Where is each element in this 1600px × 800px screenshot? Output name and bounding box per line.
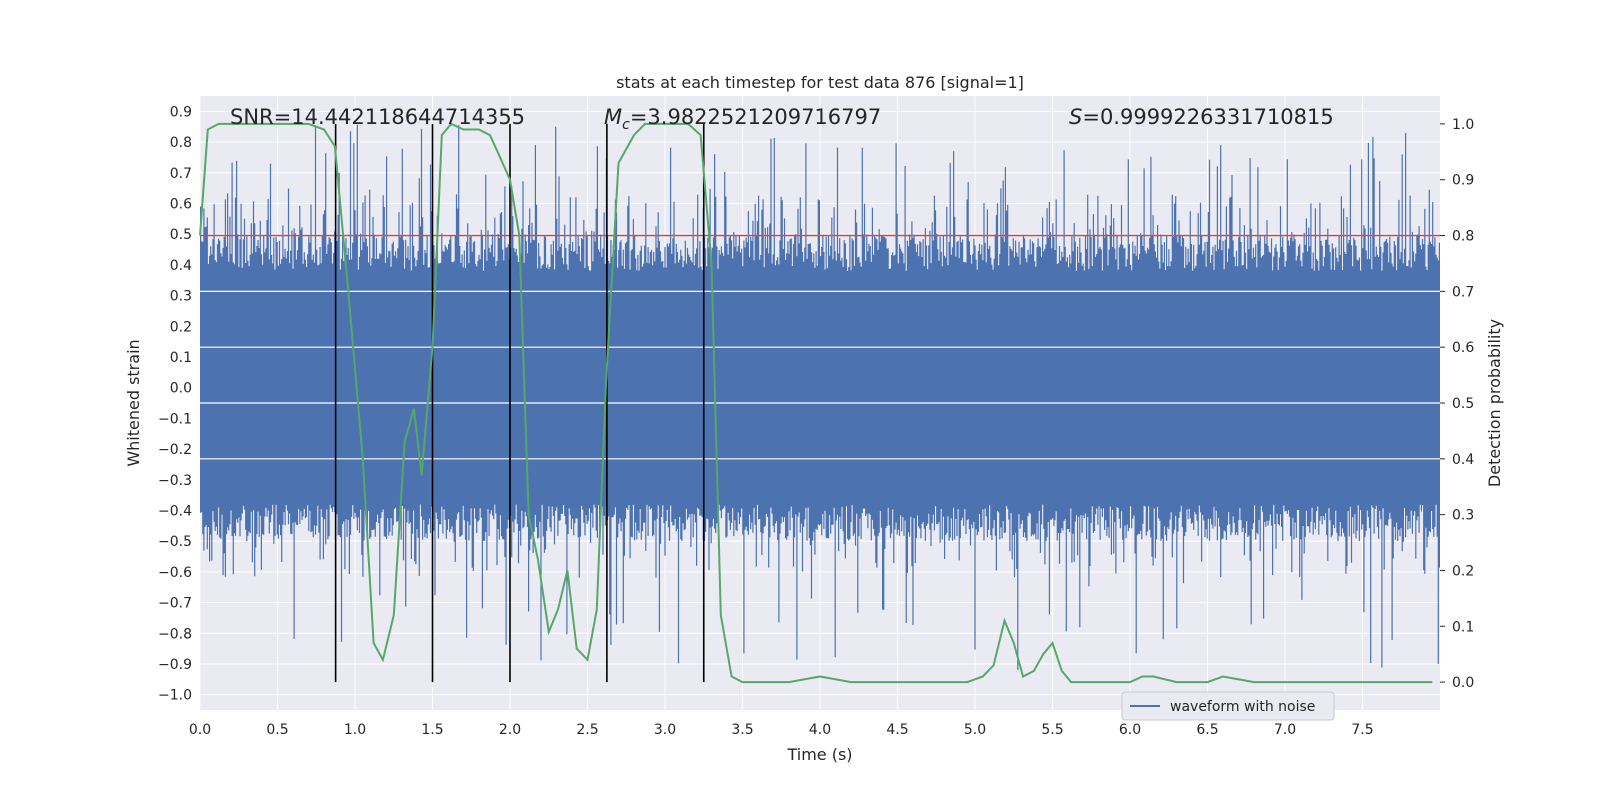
x-tick-label-8: 4.0 bbox=[809, 722, 831, 738]
y-tick-label-16: −0.7 bbox=[158, 596, 192, 612]
x-tick-label-5: 2.5 bbox=[576, 722, 598, 738]
x-tick-label-3: 1.5 bbox=[421, 722, 443, 738]
y-tick-label-7: 0.2 bbox=[170, 319, 192, 335]
marker-lines bbox=[334, 123, 705, 683]
y2-tick-labels: 0.0 0.1 0.2 0.3 0.4 0.5 0.6 0.7 0.8 0.9 1.0 bbox=[1440, 117, 1474, 691]
x-tick-labels: 0.0 0.5 1.0 1.5 2.0 2.5 3.0 3.5 4.0 4.5 5.0 5.5 6.0 6… bbox=[189, 722, 1374, 738]
y2-axis-label: Detection probability bbox=[1485, 319, 1504, 487]
y-tick-label-17: −0.8 bbox=[158, 626, 192, 642]
chirp-mass-annotation: Mc=3.9822521209716797 bbox=[604, 105, 881, 133]
x-tick-label-1: 0.5 bbox=[266, 722, 288, 738]
y-tick-label-8: 0.1 bbox=[170, 350, 192, 366]
y-tick-label-9: 0.0 bbox=[170, 381, 192, 397]
y2-tick-label-8: 0.8 bbox=[1452, 229, 1474, 245]
y-tick-label-2: 0.7 bbox=[170, 166, 192, 182]
y2-tick-label-4: 0.4 bbox=[1452, 452, 1474, 468]
snr-annotation: SNR=14.442118644714355 bbox=[230, 105, 525, 129]
grid-overlay bbox=[200, 290, 1440, 460]
legend-label: waveform with noise bbox=[1170, 699, 1315, 715]
y-tick-label-13: −0.4 bbox=[158, 503, 192, 519]
chart-title: stats at each timestep for test data 876… bbox=[616, 73, 1024, 92]
y-tick-label-19: −1.0 bbox=[158, 688, 192, 704]
y-tick-label-6: 0.3 bbox=[170, 289, 192, 305]
y2-tick-label-6: 0.6 bbox=[1452, 340, 1474, 356]
y-tick-label-10: −0.1 bbox=[158, 411, 192, 427]
statistic-annotation: S=0.9999226331710815 bbox=[1069, 105, 1334, 129]
y-tick-label-5: 0.4 bbox=[170, 258, 192, 274]
y-tick-label-3: 0.6 bbox=[170, 196, 192, 212]
detection-probability-line bbox=[199, 122, 1433, 684]
waveform-with-noise-series bbox=[200, 124, 1440, 670]
x-tick-label-4: 2.0 bbox=[499, 722, 521, 738]
y-tick-label-11: −0.2 bbox=[158, 442, 192, 458]
legend: waveform with noise bbox=[1121, 691, 1335, 721]
y2-tick-label-5: 0.5 bbox=[1452, 396, 1474, 412]
y-tick-label-1: 0.8 bbox=[170, 135, 192, 151]
x-tick-label-7: 3.5 bbox=[731, 722, 753, 738]
y-tick-label-0: 0.9 bbox=[170, 104, 192, 120]
legend-box bbox=[1121, 691, 1335, 721]
y-tick-label-15: −0.6 bbox=[158, 565, 192, 581]
x-tick-label-15: 7.5 bbox=[1351, 722, 1373, 738]
x-tick-label-6: 3.0 bbox=[654, 722, 676, 738]
x-tick-label-2: 1.0 bbox=[344, 722, 366, 738]
y2-tick-label-0: 0.0 bbox=[1452, 675, 1474, 691]
y-tick-label-14: −0.5 bbox=[158, 534, 192, 550]
x-axis-label: Time (s) bbox=[786, 745, 852, 764]
y2-tick-label-7: 0.7 bbox=[1452, 284, 1474, 300]
x-tick-label-10: 5.0 bbox=[964, 722, 986, 738]
y2-tick-label-9: 0.9 bbox=[1452, 173, 1474, 189]
y-tick-label-4: 0.5 bbox=[170, 227, 192, 243]
y2-tick-label-3: 0.3 bbox=[1452, 508, 1474, 524]
y2-tick-label-1: 0.1 bbox=[1452, 619, 1474, 635]
x-tick-label-14: 7.0 bbox=[1274, 722, 1296, 738]
x-tick-label-12: 6.0 bbox=[1119, 722, 1141, 738]
y2-tick-label-10: 1.0 bbox=[1452, 117, 1474, 133]
x-tick-label-0: 0.0 bbox=[189, 722, 211, 738]
x-tick-label-13: 6.5 bbox=[1196, 722, 1218, 738]
waveform-trace bbox=[200, 124, 1440, 670]
x-tick-label-9: 4.5 bbox=[886, 722, 908, 738]
y-tick-label-12: −0.3 bbox=[158, 473, 192, 489]
y-axis-label: Whitened strain bbox=[124, 339, 143, 466]
y-tick-labels: 0.9 0.8 0.7 0.6 0.5 0.4 0.3 0.2 0.1 0.0 −0.1 −0.2 −0… bbox=[158, 104, 192, 703]
x-tick-label-11: 5.5 bbox=[1041, 722, 1063, 738]
y-tick-label-18: −0.9 bbox=[158, 657, 192, 673]
y2-tick-label-2: 0.2 bbox=[1452, 563, 1474, 579]
